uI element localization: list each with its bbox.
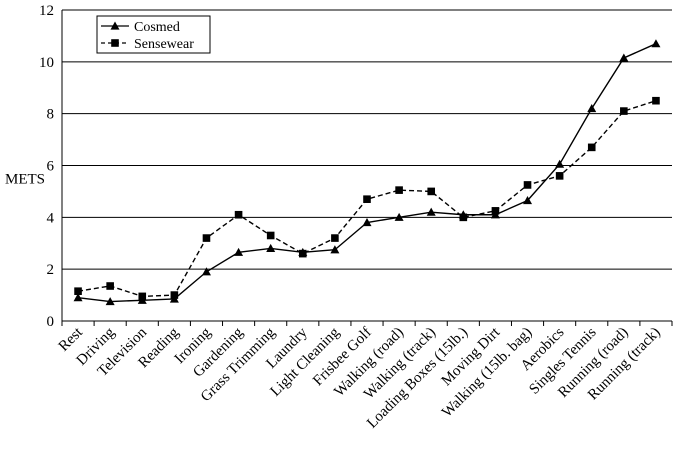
data-point-cosmed — [201, 267, 211, 276]
data-point-sensewear — [106, 282, 114, 290]
data-point-sensewear — [202, 234, 211, 242]
data-point-sensewear — [395, 186, 403, 194]
data-point-sensewear — [331, 234, 339, 242]
data-point-cosmed — [73, 293, 83, 302]
data-point-sensewear — [620, 107, 628, 115]
y-tick-label: 8 — [47, 107, 55, 123]
data-point-cosmed — [105, 297, 115, 306]
axes — [61, 10, 673, 326]
data-point-sensewear — [427, 187, 436, 196]
data-point-cosmed — [362, 218, 372, 227]
data-point-cosmed — [330, 245, 340, 254]
data-point-cosmed — [619, 53, 629, 62]
data-point-cosmed — [266, 243, 276, 253]
series-cosmed — [73, 39, 661, 306]
data-point-sensewear — [138, 292, 147, 301]
legend-marker-cosmed — [110, 21, 120, 30]
data-point-sensewear — [363, 195, 371, 203]
y-tick-label: 6 — [47, 159, 55, 175]
data-point-sensewear — [170, 291, 179, 299]
data-point-cosmed — [651, 39, 661, 48]
data-point-sensewear — [652, 96, 660, 105]
legend: Cosmed Sensewear — [96, 15, 211, 54]
data-point-cosmed — [426, 207, 436, 216]
legend-box — [96, 15, 211, 54]
data-point-sensewear — [298, 249, 307, 258]
y-tick-label: 12 — [39, 3, 54, 19]
y-tick-label: 10 — [39, 55, 54, 71]
x-category-labels: RestDrivingTelevisionReadingIroningGarde… — [56, 324, 664, 432]
data-point-cosmed — [587, 103, 597, 113]
legend-label-cosmed: Cosmed — [134, 20, 180, 35]
data-point-sensewear — [234, 210, 243, 219]
series-line-cosmed — [77, 43, 657, 303]
data-point-sensewear — [491, 207, 500, 215]
data-point-cosmed — [394, 212, 404, 221]
legend-marker-sensewear — [111, 39, 119, 47]
series-sensewear — [74, 96, 660, 301]
y-tick-label: 0 — [47, 314, 55, 330]
series-group — [73, 39, 661, 306]
y-tick-label: 4 — [47, 210, 55, 226]
y-axis-label: METS — [5, 172, 45, 188]
data-point-sensewear — [555, 172, 564, 180]
data-point-sensewear — [266, 231, 275, 240]
data-point-sensewear — [459, 213, 468, 222]
data-point-cosmed — [555, 159, 565, 168]
data-point-cosmed — [234, 247, 244, 256]
data-point-sensewear — [74, 287, 82, 295]
y-tick-labels: 0 2 4 6 8 10 12 — [39, 3, 55, 330]
data-point-sensewear — [587, 143, 596, 152]
data-point-cosmed — [523, 195, 533, 205]
data-point-sensewear — [523, 181, 532, 189]
y-tick-label: 2 — [47, 262, 55, 278]
grid-lines — [62, 9, 672, 270]
legend-label-sensewear: Sensewear — [134, 37, 194, 52]
